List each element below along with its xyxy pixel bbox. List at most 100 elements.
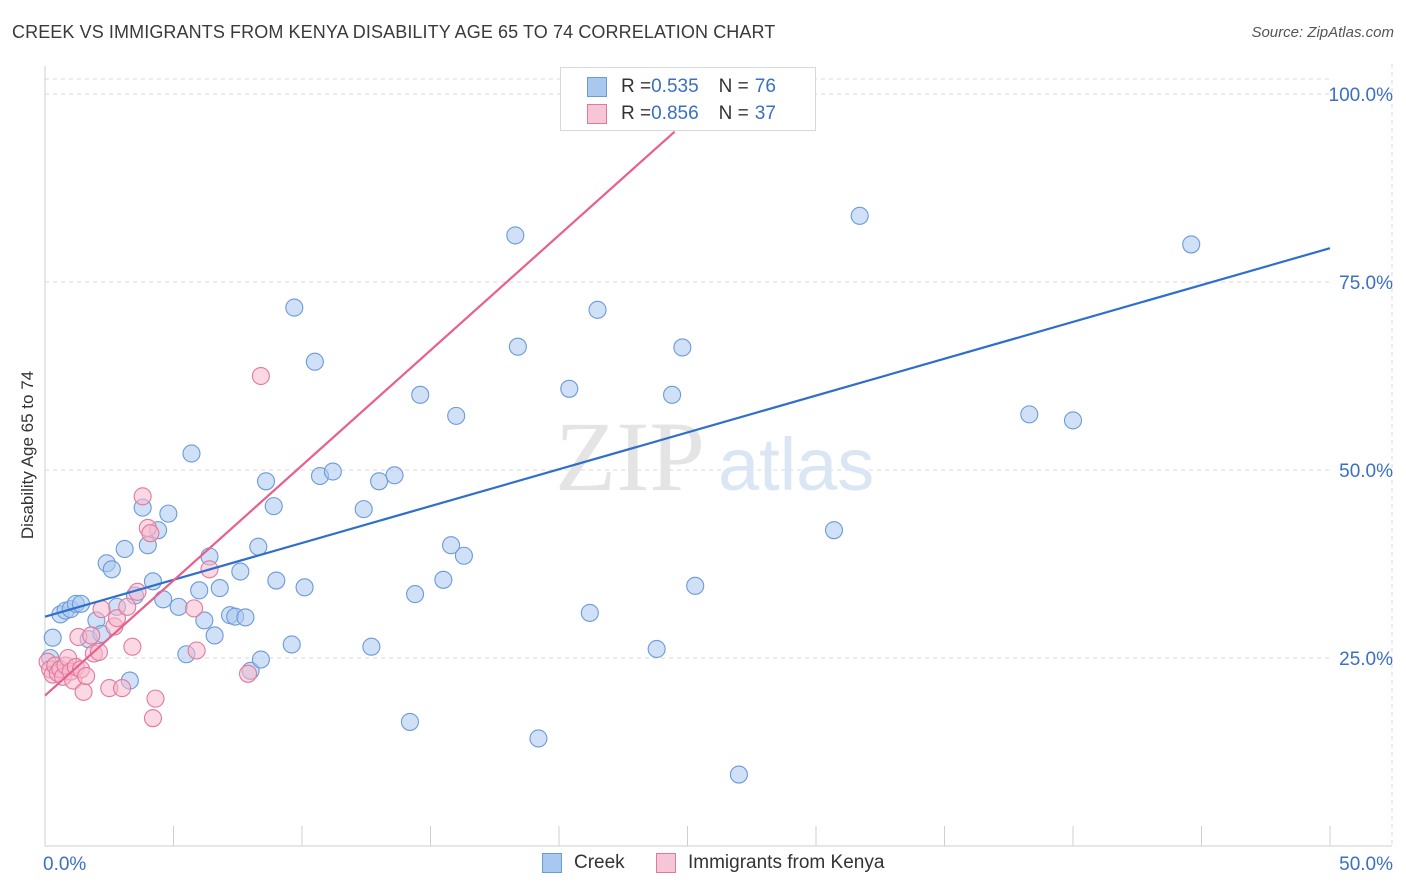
creek-point <box>411 385 430 404</box>
chart-title: CREEK VS IMMIGRANTS FROM KENYA DISABILIT… <box>12 22 776 42</box>
tick-labels: 25.0% 50.0% 75.0% 100.0% 0.0% 50.0% <box>43 85 1393 875</box>
creek-point <box>251 650 270 669</box>
creek-point <box>686 576 705 595</box>
creek-point <box>190 581 209 600</box>
bottom-legend-creek: Creek <box>542 852 625 874</box>
y-tick-label: 100.0% <box>1329 85 1394 106</box>
kenya-r-value: 0.856 <box>651 103 699 124</box>
creek-point <box>370 472 389 491</box>
kenya-point <box>89 642 109 662</box>
creek-point <box>210 579 229 598</box>
y-tick-label: 25.0% <box>1339 649 1393 670</box>
creek-point <box>282 635 301 654</box>
kenya-point <box>133 487 152 506</box>
trend-lines <box>44 130 1331 697</box>
kenya-point <box>107 609 127 628</box>
creek-point <box>169 597 188 616</box>
x-tick-label: 0.0% <box>43 854 86 875</box>
creek-point <box>236 608 255 627</box>
source-label: Source: ZipAtlas.com <box>1251 24 1394 41</box>
creek-point <box>434 570 453 589</box>
kenya-swatch <box>587 104 607 124</box>
kenya-point <box>123 637 142 656</box>
kenya-n-value: 37 <box>754 103 776 124</box>
kenya-r-label: R = <box>621 103 652 124</box>
creek-point <box>264 497 283 516</box>
creek-point <box>580 603 599 622</box>
creek-point <box>663 385 682 404</box>
creek-trend-line <box>44 247 1331 618</box>
creek-point <box>43 628 62 647</box>
creek-point <box>231 562 250 581</box>
bottom-creek-label: Creek <box>574 852 625 873</box>
bottom-kenya-swatch <box>656 853 676 873</box>
kenya-point <box>113 679 132 698</box>
creek-point <box>102 560 121 579</box>
kenya-point <box>238 664 258 683</box>
creek-point <box>182 444 201 463</box>
creek-point <box>400 712 419 731</box>
creek-point <box>442 536 461 555</box>
creek-n-value: 76 <box>754 76 776 97</box>
creek-point <box>850 206 869 225</box>
kenya-point <box>141 524 160 543</box>
creek-point <box>115 539 134 559</box>
kenya-point <box>77 667 96 686</box>
creek-point <box>506 226 525 245</box>
creek-n-label: N = <box>718 76 749 97</box>
creek-point <box>295 578 314 597</box>
creek-r-label: R = <box>621 76 652 97</box>
creek-point <box>267 571 286 590</box>
y-tick-label: 50.0% <box>1339 461 1393 482</box>
legend-row-creek: R = 0.535 N = 76 <box>587 75 776 99</box>
creek-swatch <box>587 77 607 97</box>
creek-point <box>159 504 178 523</box>
creek-point <box>205 626 224 645</box>
kenya-point <box>185 599 204 618</box>
creek-point <box>588 300 607 319</box>
creek-point <box>560 379 579 398</box>
creek-point <box>305 352 324 371</box>
creek-point <box>354 500 373 519</box>
bottom-creek-swatch <box>542 853 562 873</box>
creek-point <box>1182 235 1201 254</box>
bottom-legend-kenya: Immigrants from Kenya <box>656 852 884 874</box>
creek-point <box>285 298 304 317</box>
kenya-point <box>146 689 165 708</box>
creek-point <box>195 611 214 630</box>
creek-point <box>447 406 466 425</box>
creek-point <box>256 472 276 491</box>
watermark-atlas: atlas <box>718 423 874 506</box>
creek-point <box>508 337 527 356</box>
axes <box>44 66 1392 847</box>
creek-point <box>824 521 844 540</box>
kenya-point <box>187 641 206 660</box>
creek-point <box>362 637 381 656</box>
stats-legend: R = 0.535 N = 76 R = 0.856 N = 37 <box>560 67 816 131</box>
kenya-point <box>82 626 101 645</box>
kenya-point <box>143 709 162 728</box>
kenya-trend-line <box>44 130 676 697</box>
kenya-point <box>74 682 93 701</box>
creek-point <box>323 462 342 481</box>
creek-r-value: 0.535 <box>651 76 699 97</box>
y-tick-label: 75.0% <box>1339 273 1393 294</box>
legend-row-kenya: R = 0.856 N = 37 <box>587 102 776 126</box>
creek-point <box>385 466 404 485</box>
creek-point <box>406 585 425 604</box>
watermark: ZIP atlas <box>555 401 874 512</box>
bottom-kenya-label: Immigrants from Kenya <box>688 852 885 873</box>
creek-point <box>1063 411 1083 430</box>
kenya-point <box>118 597 137 616</box>
creek-point <box>647 639 666 659</box>
creek-point <box>729 765 748 784</box>
creek-point <box>673 338 692 357</box>
watermark-zip: ZIP <box>555 401 705 512</box>
kenya-n-label: N = <box>718 103 749 124</box>
kenya-point <box>251 366 270 386</box>
creek-point <box>154 590 173 609</box>
creek-point <box>529 729 548 748</box>
x-tick-label: 50.0% <box>1339 854 1393 875</box>
creek-point <box>454 546 473 565</box>
